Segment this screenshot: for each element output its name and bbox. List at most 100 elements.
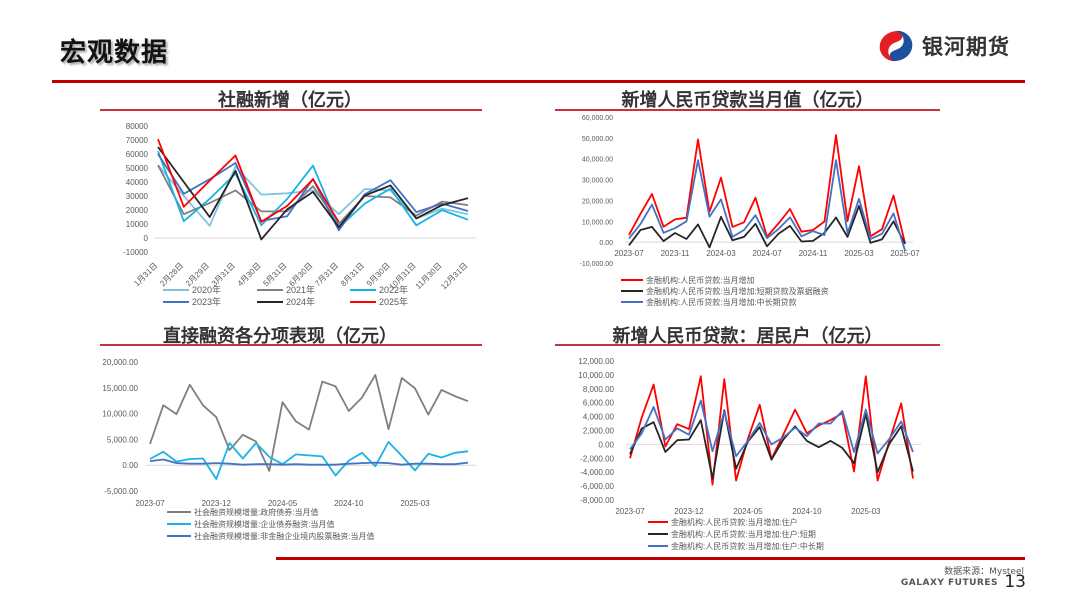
- y-tick-label: -6,000.00: [580, 482, 614, 491]
- panel-title: 新增人民币贷款当月值（亿元）: [621, 90, 874, 111]
- panel-title-rule: [100, 344, 482, 346]
- company-name-en: GALAXY FUTURES: [900, 578, 998, 588]
- y-tick-label: 4,000.00: [583, 413, 615, 422]
- legend-label: 金融机构:人民币贷款:当月增加:短期贷款及票据融资: [646, 286, 829, 296]
- x-tick-label: 2023-12: [674, 507, 704, 516]
- y-tick-label: 8,000.00: [583, 385, 615, 394]
- y-tick-label: 0.00: [598, 440, 614, 449]
- legend-label: 社会融资规模增量:非金融企业境内股票融资:当月值: [194, 531, 374, 541]
- x-tick-label: 1月31日: [132, 261, 159, 288]
- header-divider: [52, 80, 1025, 83]
- panel-title-rule: [555, 109, 940, 111]
- y-tick-label: 30,000.00: [582, 178, 613, 185]
- x-tick-label: 2024-11: [799, 249, 828, 258]
- x-tick-label: 7月31日: [313, 261, 340, 288]
- panel-household: 新增人民币贷款：居民户（亿元） 12,000.00 10,000.00 8,000.…: [555, 320, 940, 555]
- chart-household: 12,000.00 10,000.00 8,000.00 6,000.00 4,000.…: [578, 357, 921, 551]
- y-tick-label: 15,000.00: [102, 384, 138, 393]
- panel-loans: 新增人民币贷款当月值（亿元） 60,000.00 50,000.00 40,000.…: [555, 84, 940, 314]
- series-line: [629, 399, 914, 458]
- y-tick-label: 50,000.00: [582, 136, 613, 143]
- y-tick-label: 60000: [126, 150, 149, 159]
- x-tick-label: 2024-03: [706, 249, 736, 258]
- series-line: [157, 138, 340, 223]
- legend-label: 金融机构:人民币贷款:当月增加:住户:中长期: [671, 541, 824, 551]
- x-tick-label: 2025-07: [890, 249, 920, 258]
- x-tick-label: 2025-03: [400, 499, 430, 508]
- legend-label: 2020年: [192, 284, 221, 295]
- legend-label: 2021年: [286, 284, 315, 295]
- y-tick-label: -5,000.00: [104, 487, 138, 496]
- series-line: [628, 205, 906, 249]
- series-line: [157, 164, 469, 225]
- chart-tsf: 80000 70000 60000 50000 40000 30000 20000 10000…: [123, 122, 476, 307]
- panel-title-rule: [100, 109, 482, 111]
- y-tick-label: -10000: [123, 248, 148, 257]
- panel-direct: 直接融资各分项表现（亿元） 20,000.00 15,000.00 10,000.0…: [100, 320, 482, 555]
- x-tick-label: 2023-07: [615, 507, 645, 516]
- x-tick-label: 8月31日: [339, 261, 366, 288]
- series-line: [628, 134, 906, 244]
- y-tick-label: 70000: [126, 136, 149, 145]
- legend-label: 社会融资规模增量:企业债券融资:当月值: [194, 519, 334, 529]
- y-tick-label: 2,000.00: [583, 427, 615, 436]
- x-tick-label: 2023-07: [135, 499, 165, 508]
- legend-label: 金融机构:人民币贷款:当月增加:住户:短期: [671, 529, 816, 539]
- legend-label: 金融机构:人民币贷款:当月增加: [646, 275, 754, 285]
- chart-direct: 20,000.00 15,000.00 10,000.00 5,000.00 0.00 -…: [102, 358, 476, 541]
- y-tick-label: -4,000.00: [580, 468, 614, 477]
- y-tick-label: 30000: [126, 192, 149, 201]
- y-tick-label: 5,000.00: [107, 435, 139, 444]
- x-tick-label: 5月31日: [261, 261, 288, 288]
- x-tick-label: 2024-07: [752, 249, 782, 258]
- y-tick-label: 10000: [126, 220, 149, 229]
- legend-label: 2022年: [379, 284, 408, 295]
- chart-loans: 60,000.00 50,000.00 40,000.00 30,000.00 20,0…: [580, 115, 921, 307]
- company-logo: 银河期货: [876, 28, 1010, 64]
- y-tick-label: 20000: [126, 206, 149, 215]
- legend-label: 2023年: [192, 296, 221, 307]
- y-tick-label: 0: [144, 234, 149, 243]
- y-tick-label: 10,000.00: [582, 219, 613, 226]
- panel-title: 新增人民币贷款：居民户（亿元）: [612, 326, 883, 347]
- y-tick-label: 80000: [126, 122, 149, 131]
- series-line: [157, 150, 469, 229]
- series-line: [149, 441, 469, 481]
- logo-text: 银河期货: [922, 35, 1010, 59]
- x-tick-label: 2024-10: [334, 499, 364, 508]
- x-tick-label: 2023-12: [202, 499, 232, 508]
- x-tick-label: 2025-03: [851, 507, 881, 516]
- y-tick-label: 20,000.00: [102, 358, 138, 367]
- y-tick-label: 6,000.00: [583, 399, 615, 408]
- series-line: [629, 409, 914, 480]
- x-tick-label: 2023-07: [614, 249, 644, 258]
- galaxy-swirl-icon: [879, 30, 913, 62]
- y-tick-label: 60,000.00: [582, 115, 613, 122]
- page-title: 宏观数据: [60, 38, 169, 68]
- y-tick-label: 10,000.00: [578, 371, 614, 380]
- y-tick-label: 50000: [126, 164, 149, 173]
- y-tick-label: 20,000.00: [582, 198, 613, 205]
- x-tick-label: 2023-11: [661, 249, 690, 258]
- y-tick-label: 40000: [126, 178, 149, 187]
- legend-label: 社会融资规模增量:政府债券:当月值: [194, 507, 318, 517]
- data-source: 数据来源：Mysteel: [944, 567, 1024, 577]
- series-line: [628, 159, 906, 251]
- x-tick-label: 2024-05: [268, 499, 298, 508]
- x-tick-label: 2024-10: [792, 507, 822, 516]
- legend-label: 金融机构:人民币贷款:当月增加:住户: [671, 517, 798, 527]
- x-tick-label: 11月30日: [414, 261, 444, 291]
- y-tick-label: 0.00: [599, 240, 613, 247]
- y-tick-label: -2,000.00: [580, 454, 614, 463]
- panel-title-rule: [555, 344, 940, 346]
- panel-title: 直接融资各分项表现（亿元）: [163, 326, 397, 347]
- panel-title: 社融新增（亿元）: [218, 90, 362, 111]
- y-tick-label: -10,000.00: [580, 261, 614, 268]
- series-line: [149, 458, 469, 466]
- y-tick-label: -8,000.00: [580, 496, 614, 505]
- series-line: [157, 146, 469, 241]
- footer-divider: [276, 557, 1025, 560]
- x-tick-label: 12月31日: [439, 261, 469, 291]
- y-tick-label: 40,000.00: [582, 157, 613, 164]
- legend-label: 2024年: [286, 296, 315, 307]
